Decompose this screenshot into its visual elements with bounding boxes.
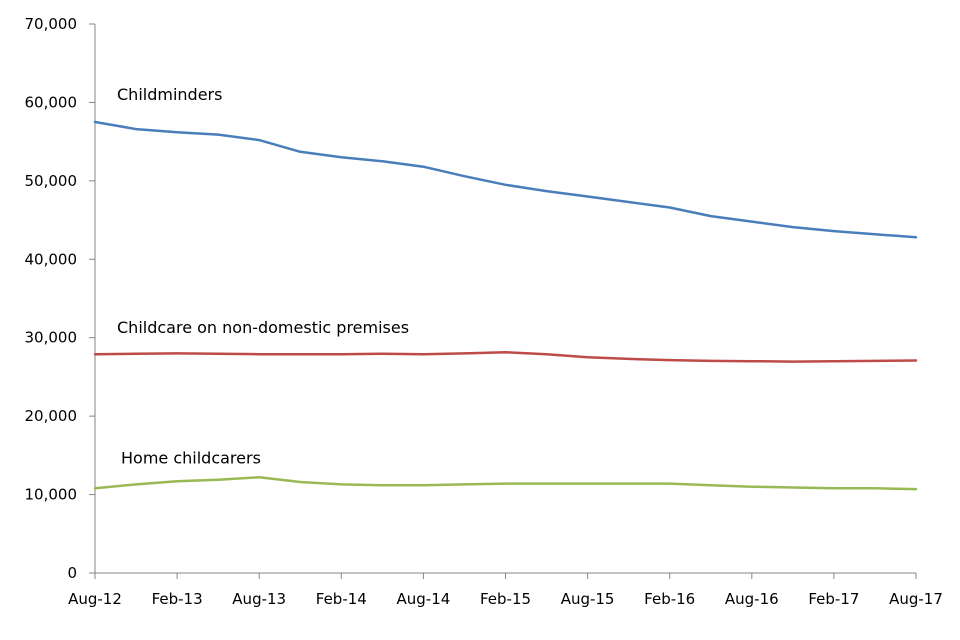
y-tick-label: 40,000 <box>25 250 78 268</box>
y-tick-label: 10,000 <box>25 486 78 504</box>
x-tick-label: Feb-13 <box>152 590 203 608</box>
x-tick-label: Feb-17 <box>808 590 859 608</box>
y-tick-label: 0 <box>67 564 77 582</box>
x-tick-label: Aug-12 <box>68 590 122 608</box>
y-tick-label: 60,000 <box>25 93 78 111</box>
series-labels: Childminders Childcare on non-domestic pr… <box>117 85 409 467</box>
axes <box>94 24 916 574</box>
y-ticks: 0 10,000 20,000 30,000 40,000 50,000 60,000 70,… <box>25 15 95 582</box>
x-tick-label: Feb-14 <box>316 590 367 608</box>
x-tick-label: Aug-15 <box>561 590 615 608</box>
y-tick-label: 70,000 <box>25 15 78 33</box>
series-line-childminders <box>93 120 918 239</box>
series-line-home-childcarers <box>93 476 918 491</box>
y-tick-label: 30,000 <box>25 329 78 347</box>
y-tick-label: 50,000 <box>25 172 78 190</box>
x-tick-label: Aug-16 <box>725 590 779 608</box>
series-line-childcare-on-non-domestic-premises <box>93 350 918 363</box>
x-tick-label: Aug-17 <box>889 590 943 608</box>
series-label-childminders: Childminders <box>117 85 222 104</box>
x-tick-label: Aug-14 <box>397 590 451 608</box>
x-ticks: Aug-12 Feb-13 Aug-13 Feb-14 Aug-14 Feb-15 Aug-… <box>68 573 943 608</box>
x-tick-label: Aug-13 <box>232 590 286 608</box>
series-label-childcare-on-non-domestic-premises: Childcare on non-domestic premises <box>117 318 409 337</box>
y-tick-label: 20,000 <box>25 407 78 425</box>
x-tick-label: Feb-16 <box>644 590 695 608</box>
series-lines <box>93 120 918 491</box>
series-label-home-childcarers: Home childcarers <box>121 448 261 467</box>
x-tick-label: Feb-15 <box>480 590 531 608</box>
